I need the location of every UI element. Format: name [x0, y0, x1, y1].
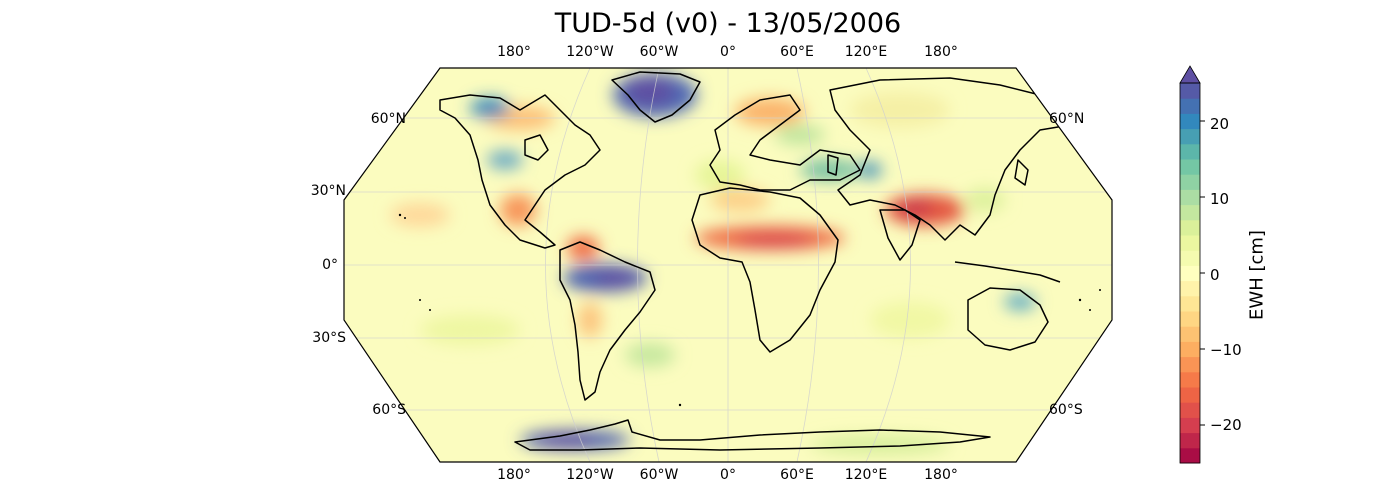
lon-label-bottom-0: 0° — [720, 467, 736, 483]
lon-label-top-180e: 180° — [924, 44, 958, 60]
antarctica-coast — [514, 419, 991, 451]
colorbar-band — [1180, 356, 1200, 373]
japan-coast — [1014, 159, 1029, 186]
colorbar-band — [1180, 326, 1200, 342]
colorbar-band — [1180, 235, 1200, 251]
colorbar-label: EWH [cm] — [1246, 230, 1268, 320]
colorbar-bands — [1180, 83, 1200, 464]
lon-label-top-180w: 180° — [497, 44, 531, 60]
map-boundary — [343, 67, 1113, 463]
orinoco-anomaly — [567, 236, 599, 260]
colorbar-band — [1180, 280, 1200, 297]
lat-label-right-60s: 60°S — [1049, 402, 1083, 418]
colorbar — [1179, 65, 1205, 464]
colorbar-tick-label-20: 20 — [1210, 115, 1230, 133]
lon-label-bottom-120w: 120°W — [566, 467, 614, 483]
indonesia-coast — [954, 261, 1061, 283]
central-america-anomaly — [500, 194, 536, 226]
europe-coast — [709, 94, 861, 191]
lon-label-bottom-60w: 60°W — [639, 467, 679, 483]
colorbar-band — [1180, 174, 1200, 190]
colorbar-band — [1180, 83, 1200, 99]
map-title: TUD-5d (v0) - 13/05/2006 — [554, 8, 902, 39]
colorbar-band — [1180, 250, 1200, 266]
india-coast — [879, 209, 921, 261]
amazon-core — [593, 270, 637, 286]
lon-label-top-60e: 60°E — [780, 44, 814, 60]
hudson-bay — [524, 134, 549, 161]
colorbar-band — [1180, 371, 1200, 388]
north-america-coast — [439, 94, 601, 249]
colorbar-tick-label-10: 10 — [1210, 190, 1230, 208]
west-africa-anomaly — [578, 302, 602, 338]
indian-ocean-anomaly — [870, 302, 950, 338]
lat-label-left-30n: 30°N — [310, 183, 346, 199]
pacific-islands — [398, 213, 1101, 407]
colorbar-band — [1180, 417, 1200, 434]
greenland-coast — [611, 71, 701, 123]
lat-label-left-60s: 60°S — [372, 402, 406, 418]
colorbar-tick-label-neg20: −20 — [1210, 416, 1242, 434]
sahel-core — [735, 234, 815, 246]
south-america-anomaly — [625, 343, 675, 367]
colorbar-band — [1180, 204, 1200, 221]
lon-label-bottom-120e: 120°E — [844, 467, 888, 483]
colorbar-band — [1180, 189, 1200, 206]
lon-label-top-0: 0° — [720, 44, 736, 60]
colorbar-band — [1180, 143, 1200, 160]
siberia-anomaly — [850, 92, 950, 128]
colorbar-band — [1180, 113, 1200, 130]
lat-label-left-0: 0° — [322, 257, 338, 273]
colorbar-band — [1180, 219, 1200, 236]
lat-label-right-60n: 60°N — [1049, 111, 1085, 127]
colorbar-extend-arrow — [1179, 65, 1201, 84]
north-pacific-anomaly — [390, 203, 450, 227]
lon-label-top-120w: 120°W — [566, 44, 614, 60]
sahara-anomaly — [710, 188, 770, 212]
colorbar-band — [1180, 447, 1200, 464]
south-pacific-anomaly — [420, 315, 520, 345]
colorbar-band — [1180, 387, 1200, 403]
graticule — [344, 68, 1112, 462]
russia-anomaly — [775, 125, 825, 145]
colorbar-band — [1180, 341, 1200, 358]
lon-label-bottom-180e: 180° — [924, 467, 958, 483]
south-america-coast — [559, 241, 656, 401]
colorbar-band — [1180, 402, 1200, 418]
colorbar-band — [1180, 128, 1200, 145]
caspian-anomaly — [800, 159, 860, 181]
lon-label-top-60w: 60°W — [639, 44, 679, 60]
colorbar-band — [1180, 295, 1200, 312]
lon-label-top-120e: 120°E — [844, 44, 888, 60]
antarctica-core — [537, 434, 593, 446]
greenland-core — [624, 78, 676, 106]
hudson-anomaly — [487, 151, 523, 169]
north-atlantic-anomaly — [695, 160, 745, 190]
lon-label-bottom-180w: 180° — [497, 467, 531, 483]
colorbar-tick-label-neg10: −10 — [1210, 341, 1242, 359]
caspian-sea — [827, 154, 839, 176]
lon-label-bottom-60e: 60°E — [780, 467, 814, 483]
colorbar-ticks — [1200, 120, 1205, 426]
colorbar-band — [1180, 159, 1200, 175]
africa-coast — [691, 187, 839, 353]
colorbar-tick-label-0: 0 — [1210, 266, 1220, 284]
australia-anomaly — [1004, 294, 1036, 310]
colorbar-band — [1180, 311, 1200, 327]
colorbar-band — [1180, 265, 1200, 282]
lat-label-left-30s: 30°S — [312, 330, 346, 346]
lat-label-left-60n: 60°N — [370, 111, 406, 127]
colorbar-band — [1180, 432, 1200, 449]
alaska-anomaly — [470, 98, 510, 118]
australia-coast — [967, 287, 1049, 351]
east-antarctica-anomaly — [810, 435, 950, 455]
colorbar-band — [1180, 98, 1200, 114]
